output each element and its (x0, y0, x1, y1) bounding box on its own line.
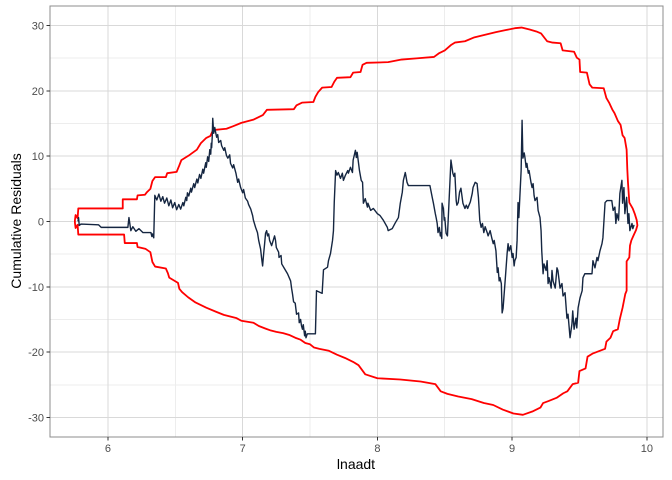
y-tick-label: -30 (28, 412, 44, 424)
x-tick-label: 10 (641, 443, 653, 455)
x-tick-label: 7 (240, 443, 246, 455)
envelope-line (74, 26, 639, 416)
cure-line (77, 117, 635, 339)
x-tick-label: 6 (105, 443, 111, 455)
y-axis-title: Cumulative Residuals (8, 153, 24, 289)
x-tick-label: 8 (374, 443, 380, 455)
y-tick-label: -10 (28, 282, 44, 294)
y-tick-label: 0 (38, 217, 44, 229)
y-tick-label: 20 (32, 86, 44, 98)
y-tick-label: 10 (32, 151, 44, 163)
y-tick-label: 30 (32, 21, 44, 33)
x-axis-title: lnaadt (336, 456, 376, 472)
x-tick-label: 9 (509, 443, 515, 455)
y-tick-label: -20 (28, 347, 44, 359)
